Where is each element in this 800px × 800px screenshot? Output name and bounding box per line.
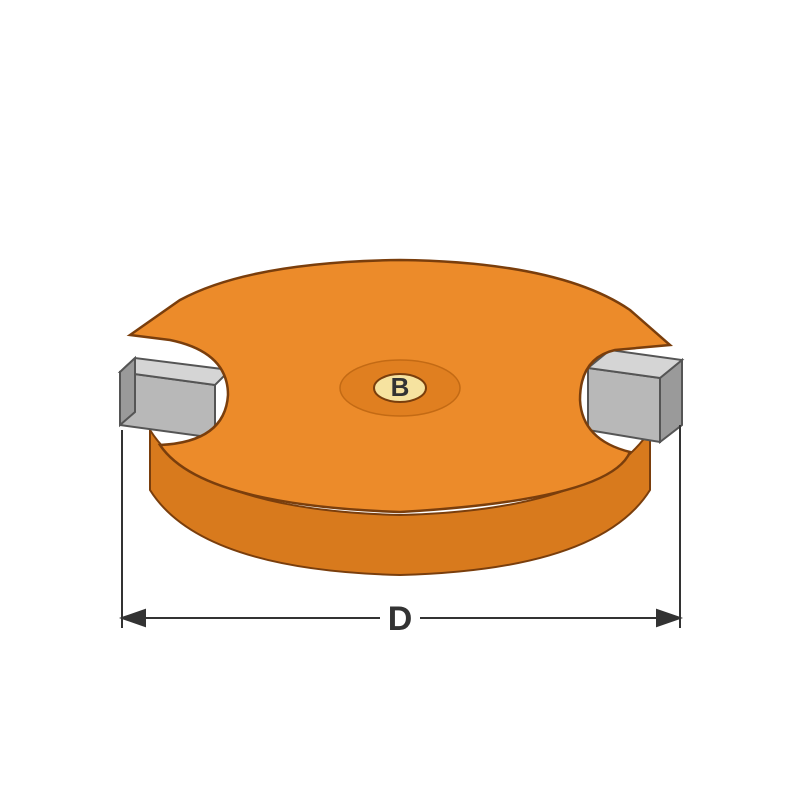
- slot-cutter-diagram: B D: [0, 0, 800, 800]
- diameter-label: D: [388, 600, 413, 638]
- bore-label: B: [391, 372, 410, 402]
- right-blade: [588, 350, 682, 442]
